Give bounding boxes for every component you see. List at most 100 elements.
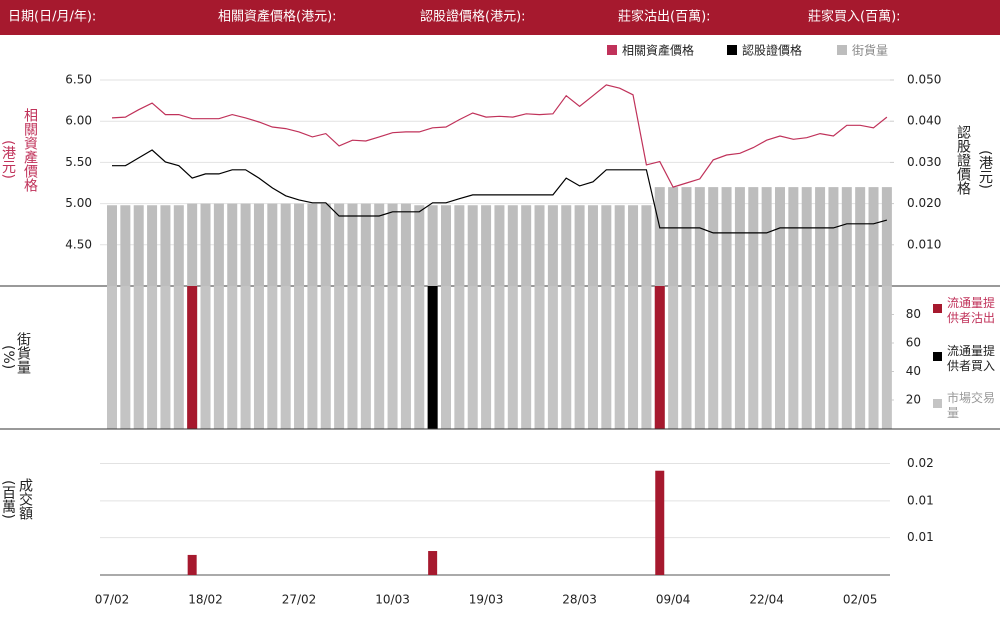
- volume-bar: [574, 286, 585, 429]
- volume-bar: [173, 286, 184, 429]
- y-label: 成交額: [17, 478, 33, 520]
- volume-bar: [494, 286, 505, 429]
- header-label: 相關資產價格(港元):: [218, 9, 337, 25]
- legend-label: 街貨量: [852, 43, 888, 58]
- volume-bar: [160, 286, 171, 429]
- y2-tick-label: 0.040: [907, 114, 941, 128]
- outstanding-bar: [881, 187, 892, 286]
- outstanding-bar: [521, 205, 532, 286]
- outstanding-bar: [347, 203, 358, 286]
- volume-bar: [815, 286, 826, 429]
- volume-bar: [147, 286, 158, 429]
- volume-bar: [414, 286, 425, 429]
- x-tick-label: 28/03: [562, 593, 597, 607]
- outstanding-bar: [120, 205, 131, 286]
- y-tick-label: 40: [906, 364, 921, 378]
- outstanding-bar: [681, 187, 692, 286]
- y-tick-label: 6.00: [65, 114, 92, 128]
- volume-bar: [240, 286, 251, 429]
- turnover-bar: [187, 554, 197, 575]
- outstanding-bar: [801, 187, 812, 286]
- legend-label: 流通量提供者買入: [947, 344, 996, 373]
- outstanding-bar: [173, 205, 184, 286]
- outstanding-bar: [200, 203, 211, 286]
- y-label: 相關資產價格: [22, 108, 38, 192]
- outstanding-bar: [601, 205, 612, 286]
- volume-bar: [107, 286, 117, 429]
- outstanding-bar: [708, 187, 719, 286]
- outstanding-bar: [320, 203, 331, 286]
- outstanding-bar: [427, 205, 438, 286]
- x-tick-label: 09/04: [656, 593, 691, 607]
- volume-bar: [587, 286, 598, 429]
- volume-bar: [187, 286, 198, 429]
- y2-label-unit: (港元): [977, 150, 993, 189]
- volume-bar: [374, 286, 385, 429]
- outstanding-bar: [614, 205, 625, 286]
- y2-tick-label: 0.010: [907, 237, 941, 251]
- legend-swatch: [837, 45, 847, 55]
- legend-swatch: [607, 45, 617, 55]
- y2-tick-label: 0.020: [907, 196, 941, 210]
- volume-bar: [280, 286, 291, 429]
- outstanding-bar: [253, 203, 264, 286]
- price-line: [111, 84, 888, 188]
- x-tick-label: 18/02: [188, 593, 223, 607]
- outstanding-bar: [213, 203, 224, 286]
- volume-bar: [387, 286, 398, 429]
- outstanding-bar: [574, 205, 585, 286]
- volume-bar: [334, 286, 345, 429]
- volume-bar: [547, 286, 558, 429]
- legend-swatch: [933, 304, 942, 313]
- price-line: [112, 149, 888, 234]
- volume-bar: [641, 286, 652, 429]
- volume-bar: [534, 286, 545, 429]
- outstanding-bar: [775, 187, 785, 286]
- y2-tick-label: 0.030: [907, 155, 941, 169]
- outstanding-bar: [187, 203, 198, 286]
- outstanding-bar: [240, 203, 251, 286]
- y-tick-label: 0.01: [907, 530, 934, 544]
- header-bar: [0, 0, 1000, 35]
- outstanding-bar: [400, 203, 411, 286]
- turnover-bar: [655, 470, 665, 575]
- volume-bar: [881, 286, 892, 429]
- outstanding-bar: [587, 205, 598, 286]
- volume-bar: [855, 286, 866, 429]
- y-label-unit: (%): [0, 345, 16, 369]
- y-tick-label: 4.50: [65, 237, 92, 251]
- volume-bar: [307, 286, 318, 429]
- y-tick-label: 5.50: [65, 155, 92, 169]
- volume-bar: [761, 286, 772, 429]
- outstanding-bar: [788, 187, 799, 286]
- volume-bar: [681, 286, 692, 429]
- y-label-unit: (港元): [0, 140, 16, 179]
- volume-bar: [841, 286, 852, 429]
- volume-bar: [400, 286, 411, 429]
- volume-bar: [748, 286, 759, 429]
- volume-bar: [427, 286, 438, 429]
- x-tick-label: 22/04: [749, 593, 784, 607]
- volume-bar: [694, 286, 705, 429]
- outstanding-bar: [534, 205, 545, 286]
- outstanding-bar: [227, 203, 238, 286]
- outstanding-bar: [507, 205, 518, 286]
- volume-bar: [708, 286, 719, 429]
- y-tick-label: 60: [906, 336, 921, 350]
- outstanding-bar: [734, 187, 745, 286]
- outstanding-bar: [654, 187, 665, 286]
- volume-bar: [360, 286, 371, 429]
- outstanding-bar: [160, 205, 171, 286]
- outstanding-bar: [868, 187, 879, 286]
- outstanding-bar: [441, 205, 451, 286]
- outstanding-bar: [748, 187, 759, 286]
- outstanding-bar: [267, 203, 278, 286]
- outstanding-bar: [694, 187, 705, 286]
- outstanding-bar: [280, 203, 291, 286]
- y2-label: 認股證價格: [955, 125, 971, 195]
- y-tick-label: 0.01: [907, 493, 934, 507]
- outstanding-bar: [668, 187, 679, 286]
- volume-bar: [507, 286, 518, 429]
- legend-label: 流通量提供者沽出: [947, 296, 996, 325]
